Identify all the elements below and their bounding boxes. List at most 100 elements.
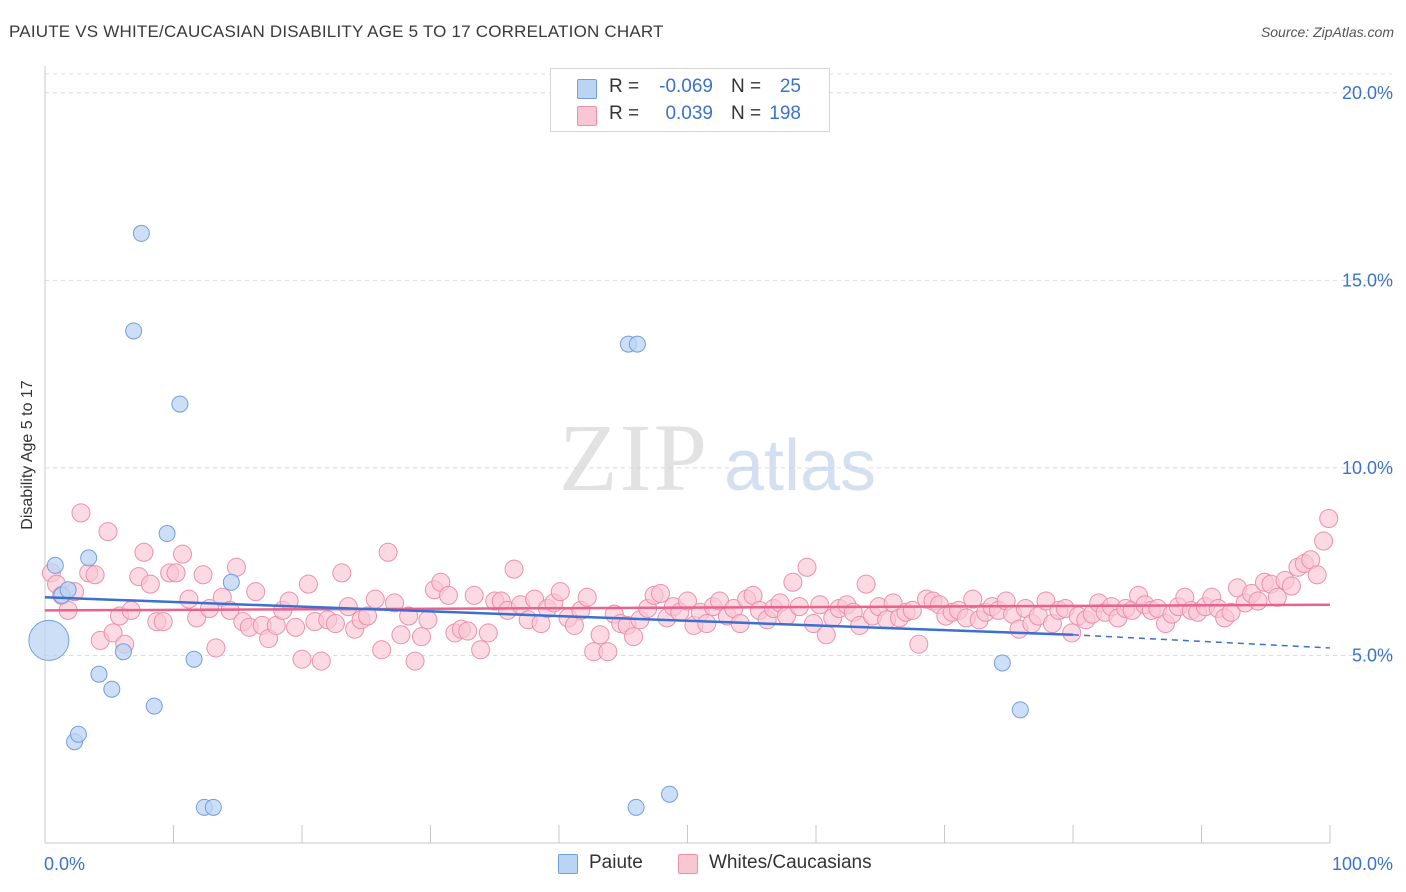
whites-caucasians-point (1267, 587, 1287, 607)
whites-caucasians-point (963, 589, 983, 609)
paiute-trend-extension (1072, 634, 1331, 649)
n-label: N = (731, 103, 762, 124)
whites-caucasians-point (478, 623, 498, 643)
whites-caucasians-point (358, 606, 378, 626)
watermark: ZIP atlas (559, 404, 876, 511)
paiute-point (114, 643, 132, 661)
x-tick-label-min: 0.0% (44, 854, 85, 874)
whites-caucasians-point (850, 615, 870, 635)
paiute-point (993, 654, 1011, 672)
n-value: 198 (769, 103, 801, 124)
whites-caucasians-point (697, 614, 717, 634)
whites-caucasians-point (378, 542, 398, 562)
paiute-point (1011, 701, 1029, 719)
legend-row-whites: R = 0.039 N = 198 (551, 103, 829, 129)
paiute-point (628, 335, 646, 353)
whites-caucasians-point (332, 563, 352, 583)
whites-caucasians-point (464, 585, 484, 605)
whites-caucasians-point (1319, 509, 1339, 529)
r-label: R = (609, 103, 640, 124)
paiute-point (145, 697, 163, 715)
whites-caucasians-point (590, 625, 610, 645)
whites-caucasians-point (385, 593, 405, 613)
whites-caucasians-point (909, 634, 929, 654)
whites-caucasians-point (418, 610, 438, 630)
whites-caucasians-point (577, 587, 597, 607)
whites-caucasians-point (1281, 576, 1301, 596)
whites-caucasians-point (292, 649, 312, 669)
whites-caucasians-point (797, 557, 817, 577)
whites-caucasians-point (338, 597, 358, 617)
whites-caucasians-point (1221, 602, 1241, 622)
whites-caucasians-point (550, 582, 570, 602)
paiute-point (171, 395, 189, 413)
y-tick-label: 10.0% (1342, 458, 1393, 478)
paiute-point (627, 798, 645, 816)
tick-labels: 5.0% 10.0% 15.0% 20.0% 0.0% 100.0% (44, 83, 1393, 874)
chart-title: PAIUTE VS WHITE/CAUCASIAN DISABILITY AGE… (9, 22, 664, 41)
whites-caucasians-point (783, 572, 803, 592)
paiute-point (59, 581, 77, 599)
paiute-point (125, 322, 143, 340)
paiute-points (28, 224, 1029, 816)
whites-caucasians-point (206, 638, 226, 658)
y-tick-label: 5.0% (1352, 645, 1393, 665)
whites-caucasians-point (246, 582, 266, 602)
whites-caucasians-point (85, 565, 105, 585)
whites-legend-label: Whites/Caucasians (709, 852, 872, 873)
whites-caucasians-point (298, 574, 318, 594)
whites-caucasians-point (471, 640, 491, 660)
whites-caucasians-point (1314, 531, 1334, 551)
whites-caucasians-point (153, 612, 173, 632)
paiute-point (185, 650, 203, 668)
axes (44, 66, 1331, 844)
paiute-point (204, 798, 222, 816)
whites-legend-swatch (678, 854, 698, 874)
paiute-point (46, 556, 64, 574)
whites-caucasians-point (803, 614, 823, 634)
whites-caucasians-point (651, 584, 671, 604)
whites-caucasians-point (226, 557, 246, 577)
y-axis-label: Disability Age 5 to 17 (19, 380, 36, 530)
paiute-legend-swatch (558, 854, 578, 874)
whites-caucasians-point (678, 591, 697, 611)
gridlines (45, 73, 1392, 656)
x-tick-label-max: 100.0% (1332, 854, 1393, 874)
paiute-point (158, 525, 176, 543)
whites-caucasians-points (41, 503, 1339, 671)
paiute-legend-label: Paiute (589, 852, 643, 873)
legend-row-paiute: R = -0.069 N = 25 (551, 76, 829, 102)
whites-caucasians-point (103, 623, 123, 643)
whites-caucasians-point (311, 651, 331, 671)
r-value: -0.069 (659, 76, 713, 97)
whites-trend-line (44, 603, 1331, 612)
whites-caucasians-point (365, 589, 385, 609)
whites-caucasians-point (1248, 591, 1268, 611)
whites-swatch (577, 106, 597, 126)
paiute-point (90, 665, 108, 683)
whites-caucasians-point (624, 627, 644, 647)
n-label: N = (731, 76, 762, 97)
whites-caucasians-point (172, 544, 192, 564)
whites-caucasians-point (325, 614, 345, 634)
paiute-point (222, 573, 240, 591)
whites-caucasians-point (140, 574, 160, 594)
r-label: R = (609, 76, 640, 97)
whites-caucasians-point (179, 589, 199, 609)
y-tick-label: 15.0% (1342, 270, 1393, 290)
whites-caucasians-point (856, 574, 876, 594)
whites-caucasians-point (405, 651, 425, 671)
trend-lines (44, 596, 1331, 649)
whites-caucasians-point (1307, 565, 1327, 585)
whites-caucasians-point (504, 559, 524, 579)
paiute-point (69, 725, 87, 743)
whites-caucasians-point (458, 621, 478, 641)
whites-caucasians-point (286, 617, 306, 637)
y-tick-label: 20.0% (1342, 83, 1393, 103)
whites-caucasians-point (816, 625, 836, 645)
r-value: 0.039 (665, 103, 713, 124)
whites-caucasians-point (412, 627, 432, 647)
paiute-point (132, 224, 150, 242)
n-value: 25 (779, 76, 801, 97)
